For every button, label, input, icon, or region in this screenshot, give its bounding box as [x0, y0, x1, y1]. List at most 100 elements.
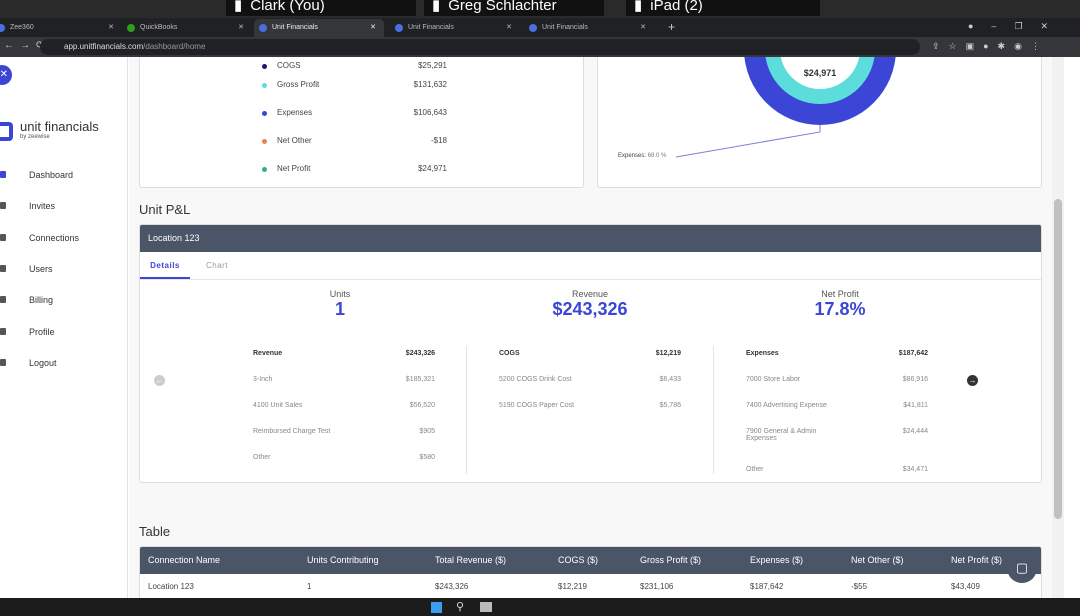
brand-sub: by zeewise — [20, 134, 50, 140]
table-row[interactable]: Location 123 1 $243,326 $12,219 $231,106 $187… — [140, 574, 1041, 598]
line-label: Other — [746, 466, 764, 473]
participant-tile[interactable]: ▮ Greg Schlachter — [424, 0, 604, 16]
browser-tab[interactable]: Unit Financials ✕ — [524, 19, 654, 37]
nav-label: Billing — [29, 295, 54, 305]
pnl-line-item: 7400 Advertising Expense $41,811 — [746, 402, 928, 409]
table-cell: $12,219 — [558, 582, 587, 591]
nav-label: Profile — [29, 327, 55, 337]
chat-icon[interactable]: ▢ — [1007, 553, 1037, 583]
browser-tab[interactable]: Zee360 ✕ — [0, 19, 122, 37]
sidebar-item-billing[interactable]: Billing — [0, 290, 128, 310]
line-value: $243,326 — [405, 350, 435, 357]
new-tab-button[interactable]: + — [668, 20, 676, 34]
line-value: $5,786 — [659, 402, 681, 409]
sidebar-item-connections[interactable]: Connections — [0, 228, 128, 248]
favicon-icon — [127, 24, 135, 32]
legend-value: $25,291 — [418, 61, 447, 70]
pnl-line-item: 5190 COGS Paper Cost $5,786 — [499, 402, 681, 409]
close-icon[interactable]: ✕ — [640, 24, 646, 31]
legend-value: -$18 — [430, 136, 447, 145]
kpi-units: Units 1 — [280, 289, 400, 320]
search-icon[interactable]: ⚲ — [456, 601, 465, 613]
column-header[interactable]: Net Profit ($) — [951, 555, 1003, 565]
line-label: 7000 Store Labor — [746, 376, 801, 383]
windows-start-icon[interactable] — [431, 602, 442, 613]
summary-legend-card: COGS $25,291 Gross Profit $131,632 Expense… — [139, 57, 584, 188]
line-label: COGS — [499, 350, 520, 357]
pnl-column-header: COGS $12,219 — [499, 350, 681, 357]
legend-label: COGS — [277, 61, 301, 70]
nav-label: Logout — [29, 358, 57, 368]
line-label: Revenue — [253, 350, 283, 357]
window-controls[interactable]: ●–❐✕ — [968, 21, 1067, 31]
prev-arrow-icon[interactable]: ← — [154, 375, 165, 386]
sidebar-item-users[interactable]: Users — [0, 259, 128, 279]
pnl-line-item: 5200 COGS Drink Cost $6,433 — [499, 376, 681, 383]
line-value: $580 — [419, 454, 435, 461]
close-icon[interactable]: ✕ — [370, 24, 376, 31]
donut-label: Expenses: 68.0 % — [618, 153, 666, 159]
pnl-column-header: Revenue $243,326 — [253, 350, 435, 357]
line-value: $905 — [419, 428, 435, 435]
pnl-line-item: 7000 Store Labor $86,916 — [746, 376, 928, 383]
line-label: Other — [253, 454, 271, 461]
close-icon[interactable]: ✕ — [108, 24, 114, 31]
pnl-line-item: Other $34,471 — [746, 466, 928, 473]
line-value: $24,444 — [902, 428, 928, 435]
next-arrow-icon[interactable]: → — [967, 375, 978, 386]
favicon-icon — [529, 24, 537, 32]
legend-item: Expenses $106,643 — [262, 108, 447, 120]
column-header[interactable]: COGS ($) — [558, 555, 599, 565]
sidebar-item-profile[interactable]: Profile — [0, 322, 128, 342]
kpi-net-profit: Net Profit 17.8% — [780, 289, 900, 320]
scrollbar-thumb[interactable] — [1054, 199, 1062, 519]
participant-tile[interactable]: ▮ Clark (You) — [226, 0, 416, 16]
table-cell: $231,106 — [640, 582, 674, 591]
pnl-card: Location 123 Details Chart Units 1 Revenu… — [139, 224, 1042, 483]
line-label: 5200 COGS Drink Cost — [499, 376, 572, 383]
legend-dot — [262, 167, 267, 172]
browser-tab[interactable]: QuickBooks ✕ — [122, 19, 252, 37]
line-label: 3-Inch — [253, 376, 273, 383]
sidebar-item-logout[interactable]: Logout — [0, 353, 128, 373]
column-header[interactable]: Units Contributing — [307, 555, 379, 565]
column-header[interactable]: Net Other ($) — [851, 555, 904, 565]
connections-table: Connection Name Units Contributing Total R… — [139, 546, 1042, 598]
extension-icons[interactable]: ⇪☆▣●✱◉⋮ — [932, 41, 1049, 51]
browser-tab[interactable]: Unit Financials ✕ — [254, 19, 384, 37]
task-view-icon[interactable] — [480, 602, 492, 612]
line-value: $56,520 — [409, 402, 435, 409]
tab-chart[interactable]: Chart — [205, 261, 229, 270]
mail-icon — [0, 202, 6, 209]
line-label: Reimbursed Charge Test — [253, 428, 331, 435]
column-header[interactable]: Expenses ($) — [750, 555, 804, 565]
kpi-label: Revenue — [571, 289, 609, 299]
favicon-icon — [395, 24, 403, 32]
donut-label-leader — [675, 125, 821, 158]
close-icon[interactable]: ✕ — [238, 24, 244, 31]
close-icon[interactable]: ✕ — [506, 24, 512, 31]
column-header[interactable]: Gross Profit ($) — [640, 555, 702, 565]
url-input[interactable]: app.unitfinancials.com/dashboard/home — [40, 39, 920, 55]
line-value: $185,321 — [405, 376, 435, 383]
favicon-icon — [0, 24, 5, 32]
participant-tile[interactable]: ▮ iPad (2) — [626, 0, 820, 16]
sidebar-item-dashboard[interactable]: Dashboard — [0, 165, 128, 185]
column-header[interactable]: Total Revenue ($) — [435, 555, 507, 565]
line-value: $12,219 — [655, 350, 681, 357]
sidebar-item-invites[interactable]: Invites — [0, 196, 128, 216]
browser-tab-bar: Zee360 ✕ QuickBooks ✕ Unit Financials ✕ Uni… — [0, 18, 1080, 37]
collapse-sidebar-button[interactable]: ✕ — [0, 65, 12, 85]
table-section-title: Table — [139, 524, 171, 539]
pnl-line-item: Reimbursed Charge Test $905 — [253, 428, 435, 435]
tab-details[interactable]: Details — [140, 252, 190, 279]
donut-label-pct: 68.0 % — [647, 153, 667, 159]
scrollbar[interactable] — [1052, 57, 1064, 598]
donut-chart — [675, 57, 896, 158]
profile-icon — [0, 328, 6, 335]
browser-tab[interactable]: Unit Financials ✕ — [390, 19, 520, 37]
column-header[interactable]: Connection Name — [148, 555, 221, 565]
nav-buttons[interactable]: ←→⟳ — [4, 40, 51, 51]
legend-item: COGS $25,291 — [262, 61, 447, 73]
logout-icon — [0, 359, 6, 366]
